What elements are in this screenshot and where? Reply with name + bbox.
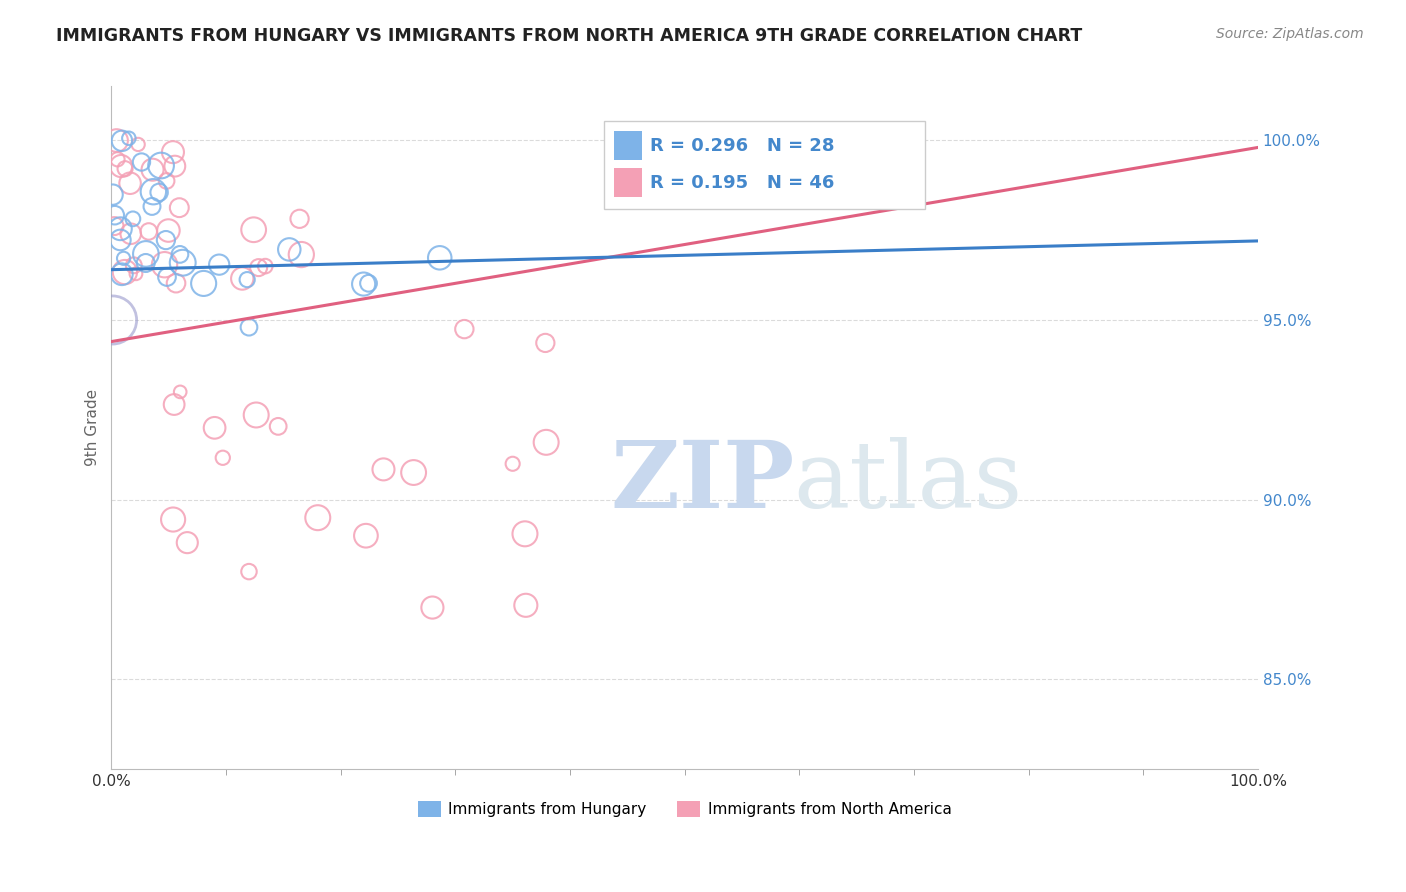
Point [101,313,124,327]
Point [103,219,125,233]
Point [150,159,173,173]
Point [148,186,170,200]
Point [153,258,176,272]
Point [155,174,177,188]
Point [142,185,165,199]
Point [534,335,557,350]
Point [357,277,380,291]
Point [127,137,149,152]
Point [162,145,184,160]
Point [110,221,132,235]
Legend: Immigrants from Hungary, Immigrants from North America: Immigrants from Hungary, Immigrants from… [412,795,957,823]
Point [429,251,451,265]
FancyBboxPatch shape [605,120,925,210]
Point [125,267,148,281]
Point [165,276,187,290]
Point [245,408,267,422]
Point [138,224,160,238]
Point [193,277,215,291]
Text: Source: ZipAtlas.com: Source: ZipAtlas.com [1216,27,1364,41]
FancyBboxPatch shape [613,131,643,161]
Text: R = 0.195   N = 46: R = 0.195 N = 46 [650,174,835,193]
Point [163,398,186,412]
Point [120,227,142,241]
Point [402,466,425,480]
Point [157,223,180,237]
Point [131,155,153,169]
Point [515,599,537,613]
Point [236,272,259,286]
Point [169,201,191,215]
Point [114,161,136,176]
Point [231,271,253,285]
Point [107,153,129,167]
Point [534,435,557,450]
Point [112,252,135,266]
Point [156,270,179,285]
Point [141,199,163,213]
Text: atlas: atlas [793,437,1022,527]
Point [122,211,145,226]
Point [211,450,233,465]
Point [101,187,124,202]
Y-axis label: 9th Grade: 9th Grade [86,389,100,467]
Point [502,457,524,471]
Point [247,260,270,275]
Point [254,259,277,273]
Text: R = 0.296   N = 28: R = 0.296 N = 28 [650,136,835,155]
Point [135,256,157,270]
Point [204,421,226,435]
Point [353,277,375,291]
Point [169,247,191,261]
Point [169,384,191,399]
Point [290,247,312,261]
Point [242,223,264,237]
Point [163,159,186,173]
Point [104,208,127,222]
Point [307,510,329,524]
Point [141,162,163,177]
Point [120,176,142,190]
Point [373,462,395,476]
Point [114,265,136,279]
Point [208,258,231,272]
Point [111,134,134,148]
Point [162,512,184,526]
Point [453,322,475,336]
Point [267,419,290,434]
Text: IMMIGRANTS FROM HUNGARY VS IMMIGRANTS FROM NORTH AMERICA 9TH GRADE CORRELATION C: IMMIGRANTS FROM HUNGARY VS IMMIGRANTS FR… [56,27,1083,45]
Point [111,267,134,281]
FancyBboxPatch shape [613,169,643,197]
Point [238,320,260,334]
Point [118,131,141,145]
Point [110,233,132,247]
Point [422,600,444,615]
Point [354,529,377,543]
Point [176,535,198,549]
Point [135,247,157,261]
Point [105,134,128,148]
Point [110,159,132,173]
Point [513,526,536,541]
Point [122,258,145,272]
Point [238,565,260,579]
Point [278,243,301,257]
Point [172,256,194,270]
Point [155,233,177,247]
Point [288,211,311,226]
Text: ZIP: ZIP [610,437,794,527]
